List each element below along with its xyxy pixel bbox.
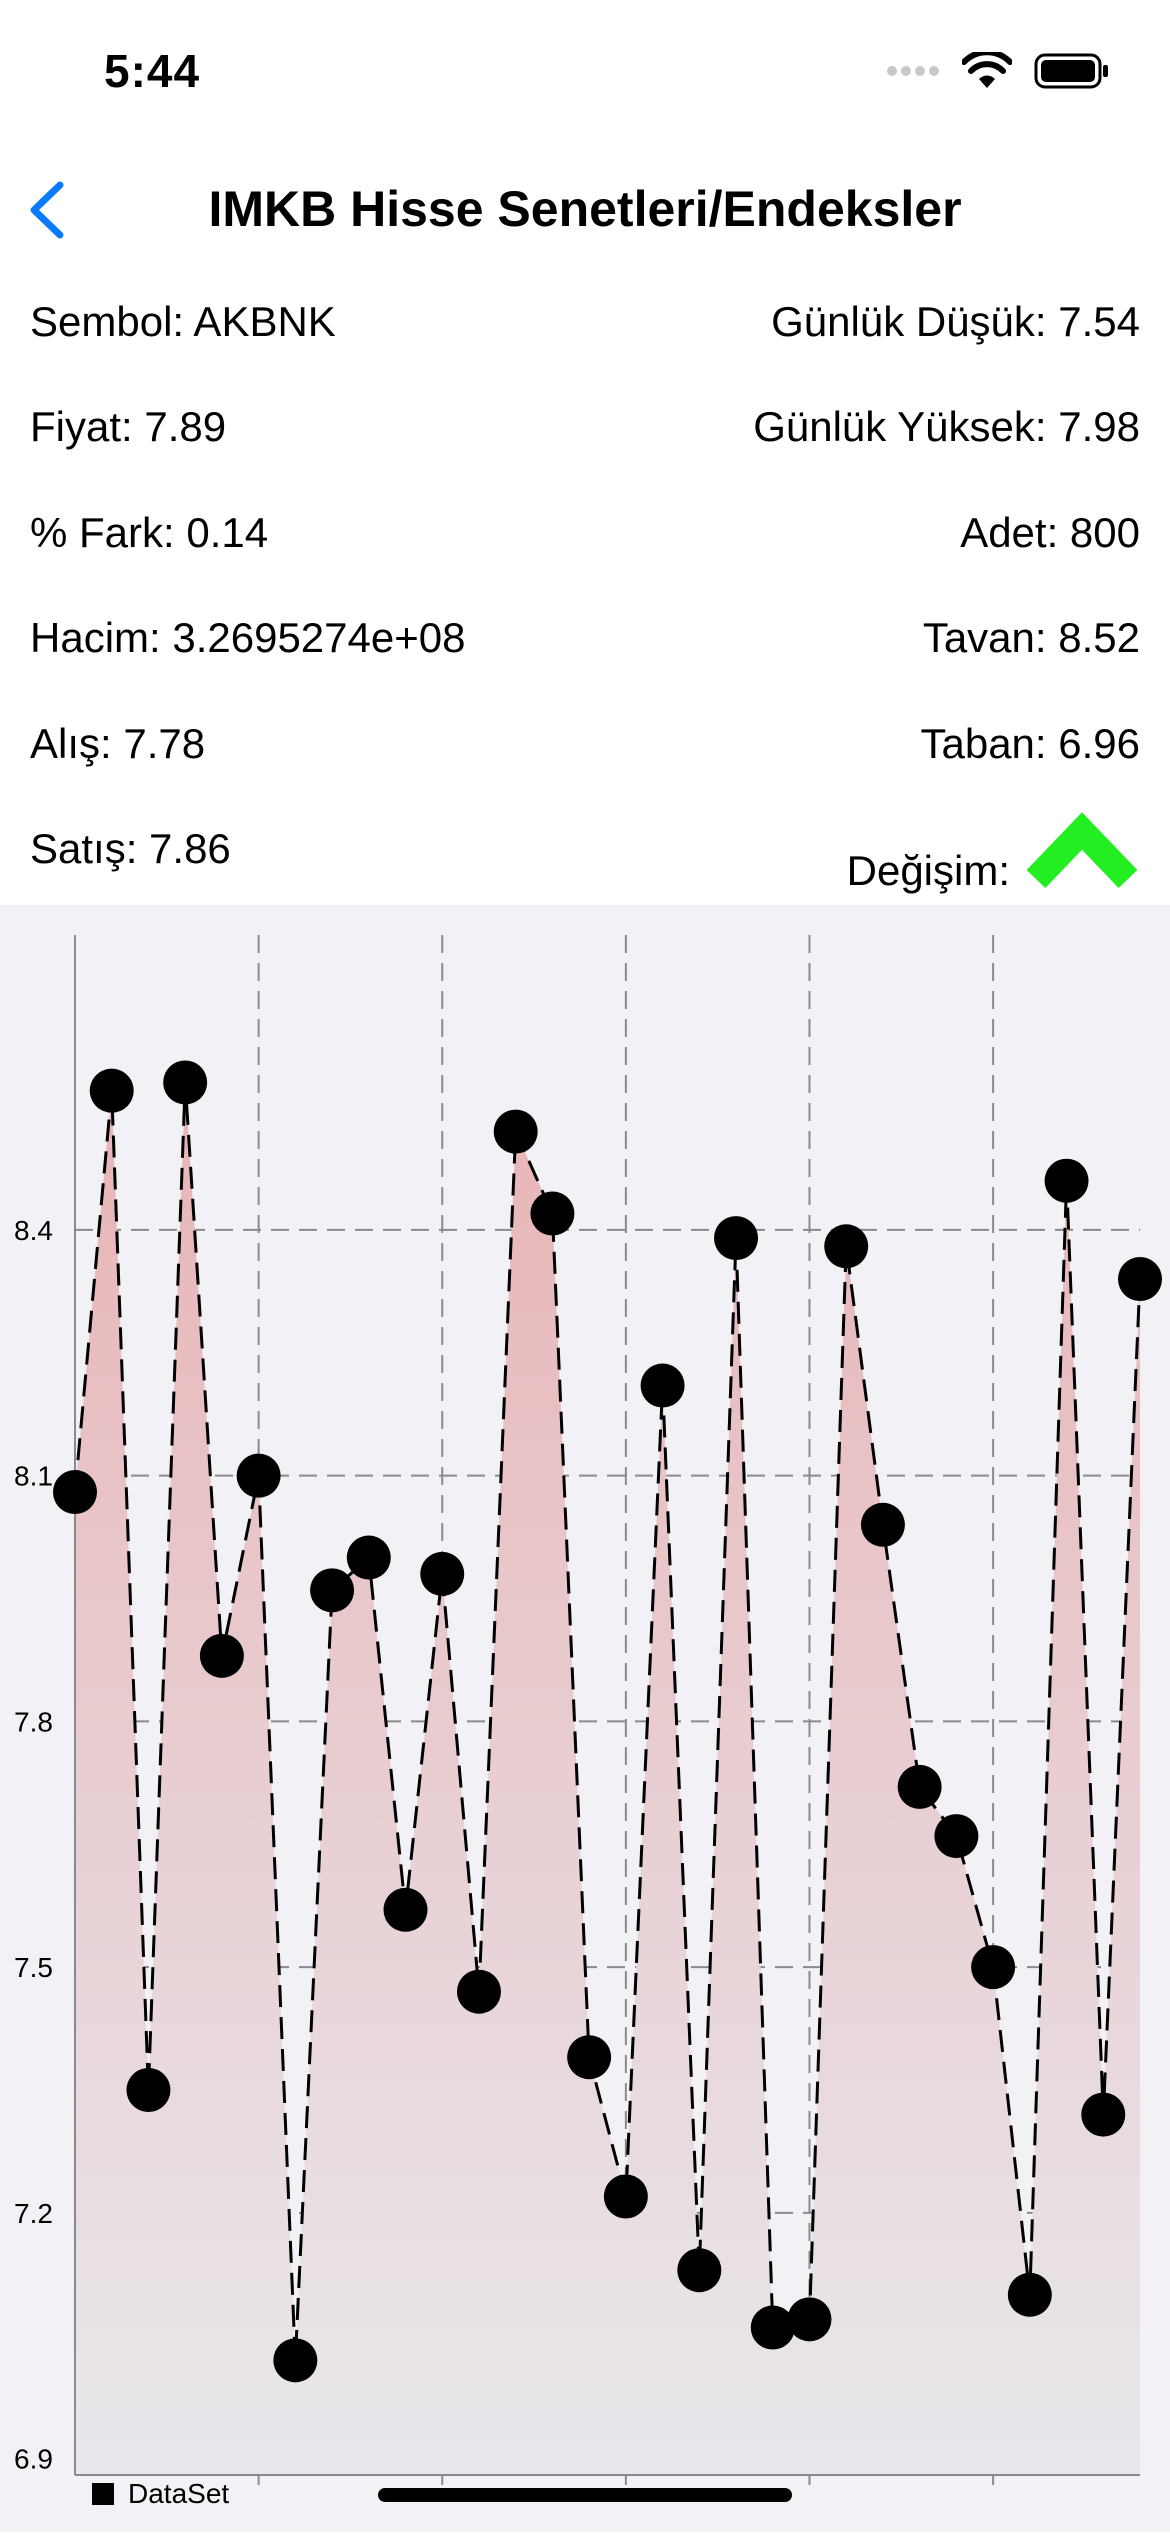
change-indicator: Değişim: bbox=[847, 805, 1140, 895]
price-chart: 6.9 7.2 7.5 7.8 8.1 8.4 DataSet bbox=[0, 905, 1170, 2532]
wifi-icon bbox=[961, 49, 1013, 95]
info-row: Fiyat: 7.89 Günlük Yüksek: 7.98 bbox=[30, 403, 1140, 463]
ask-label: Satış: 7.86 bbox=[30, 825, 231, 872]
quantity-label: Adet: 800 bbox=[960, 509, 1140, 556]
y-tick-label: 6.9 bbox=[14, 2444, 53, 2475]
home-indicator bbox=[378, 2488, 792, 2502]
data-point bbox=[456, 1969, 501, 2014]
data-point bbox=[750, 2305, 795, 2350]
data-point bbox=[346, 1535, 391, 1580]
battery-icon bbox=[1034, 53, 1110, 94]
y-tick-label: 7.8 bbox=[14, 1706, 53, 1737]
y-tick-label: 8.4 bbox=[14, 1215, 53, 1246]
y-tick-label: 8.1 bbox=[14, 1461, 53, 1492]
chevron-left-icon bbox=[30, 181, 64, 239]
data-point bbox=[603, 2174, 648, 2219]
data-point bbox=[1044, 1158, 1089, 1203]
data-point bbox=[860, 1502, 905, 1547]
info-row: Alış: 7.78 Taban: 6.96 bbox=[30, 720, 1140, 780]
series-line bbox=[73, 1082, 1142, 2361]
page-title: IMKB Hisse Senetleri/Endeksler bbox=[208, 181, 962, 237]
data-point bbox=[273, 2338, 318, 2383]
symbol-label: Sembol: AKBNK bbox=[30, 298, 336, 345]
status-bar: 5:44 bbox=[0, 0, 1170, 150]
data-point bbox=[383, 1887, 428, 1932]
data-point bbox=[787, 2297, 832, 2342]
ceiling-label: Tavan: 8.52 bbox=[922, 614, 1140, 661]
data-point bbox=[640, 1363, 685, 1408]
data-point bbox=[126, 2068, 171, 2112]
data-point bbox=[714, 1216, 759, 1261]
data-point bbox=[89, 1068, 134, 1113]
data-point bbox=[199, 1633, 244, 1678]
change-label: Değişim: bbox=[846, 847, 1010, 894]
data-point bbox=[53, 1470, 97, 1515]
data-point bbox=[567, 2035, 612, 2080]
back-button[interactable] bbox=[20, 175, 80, 245]
navigation-bar: IMKB Hisse Senetleri/Endeksler bbox=[0, 150, 1170, 270]
price-label: Fiyat: 7.89 bbox=[30, 403, 227, 450]
daily-low-label: Günlük Düşük: 7.54 bbox=[771, 298, 1140, 345]
data-point bbox=[493, 1109, 538, 1154]
data-point bbox=[1118, 1257, 1162, 1302]
data-point bbox=[934, 1814, 979, 1859]
series-area-fill bbox=[75, 1082, 1140, 2475]
data-point bbox=[971, 1945, 1016, 1990]
info-row: Satış: 7.86 bbox=[30, 825, 1140, 885]
data-point bbox=[1007, 2272, 1052, 2317]
status-icons bbox=[886, 49, 1110, 95]
floor-label: Taban: 6.96 bbox=[920, 720, 1140, 767]
legend-label: DataSet bbox=[128, 2478, 229, 2509]
info-row: % Fark: 0.14 Adet: 800 bbox=[30, 509, 1140, 569]
data-point bbox=[530, 1191, 575, 1236]
percent-diff-label: % Fark: 0.14 bbox=[30, 509, 269, 556]
data-point bbox=[897, 1764, 942, 1809]
y-tick-label: 7.5 bbox=[14, 1952, 53, 1983]
data-point bbox=[420, 1551, 465, 1596]
y-tick-label: 7.2 bbox=[14, 2198, 53, 2229]
cellular-signal-icon bbox=[886, 63, 940, 84]
data-point bbox=[1081, 2092, 1126, 2137]
arrow-up-icon bbox=[1026, 812, 1138, 888]
info-row: Sembol: AKBNK Günlük Düşük: 7.54 bbox=[30, 298, 1140, 358]
legend-swatch bbox=[92, 2483, 114, 2505]
bid-label: Alış: 7.78 bbox=[30, 720, 206, 767]
data-point bbox=[310, 1568, 355, 1613]
info-row: Hacim: 3.2695274e+08 Tavan: 8.52 bbox=[30, 614, 1140, 674]
status-time: 5:44 bbox=[104, 45, 201, 97]
data-point bbox=[236, 1453, 281, 1498]
daily-high-label: Günlük Yüksek: 7.98 bbox=[753, 403, 1140, 450]
data-point bbox=[677, 2248, 722, 2293]
line-chart-svg: 6.9 7.2 7.5 7.8 8.1 8.4 DataSet bbox=[14, 935, 1162, 2509]
data-point bbox=[824, 1224, 869, 1269]
volume-label: Hacim: 3.2695274e+08 bbox=[30, 614, 466, 661]
data-point bbox=[163, 1060, 208, 1105]
